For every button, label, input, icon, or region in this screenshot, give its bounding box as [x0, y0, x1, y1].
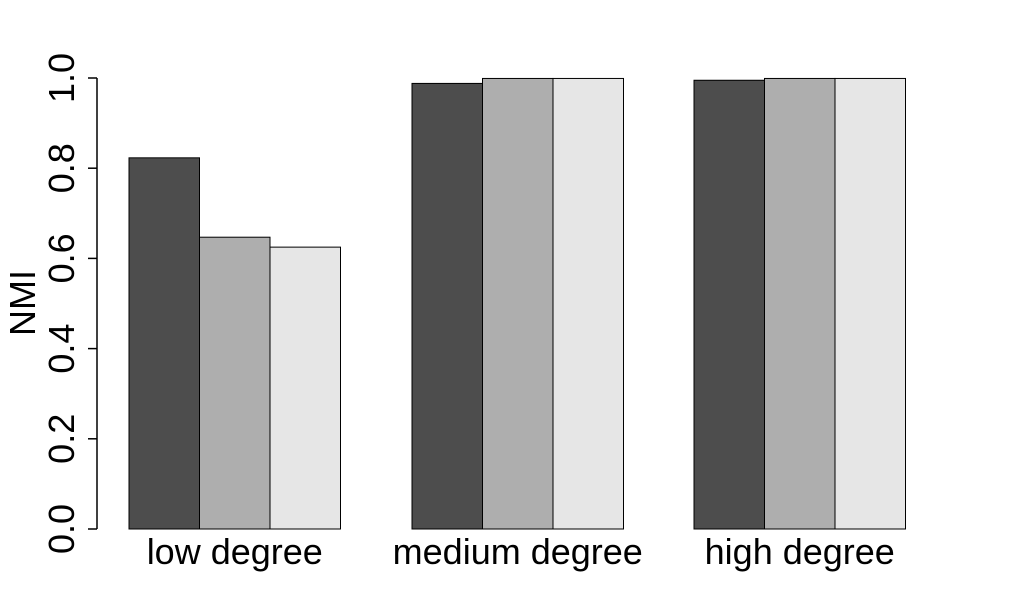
y-tick-label: 1.0	[41, 53, 82, 103]
bar-low-degree-series-3	[269, 246, 341, 530]
y-tick-label: 0.0	[41, 504, 82, 554]
y-axis-title: NMI	[2, 270, 43, 336]
bar-low-degree-series-2	[199, 236, 271, 530]
bar-high-degree-series-2	[764, 77, 836, 530]
bar-medium-degree-series-1	[411, 82, 483, 530]
y-tick-label: 0.4	[41, 324, 82, 374]
category-label: low degree	[147, 531, 323, 572]
y-tick-label: 0.6	[41, 233, 82, 283]
bar-high-degree-series-3	[834, 77, 906, 530]
bars-group	[128, 77, 906, 530]
category-label: medium degree	[393, 531, 643, 572]
bar-high-degree-series-1	[693, 79, 765, 530]
y-axis: 0.0 0.2 0.4 0.6 0.8 1.0	[41, 53, 98, 554]
bar-medium-degree-series-2	[482, 77, 554, 530]
bar-low-degree-series-1	[128, 157, 200, 530]
category-labels: low degree medium degree high degree	[147, 531, 895, 572]
y-tick-label: 0.8	[41, 143, 82, 193]
category-label: high degree	[705, 531, 895, 572]
bar-medium-degree-series-3	[552, 77, 624, 530]
y-tick-label: 0.2	[41, 414, 82, 464]
